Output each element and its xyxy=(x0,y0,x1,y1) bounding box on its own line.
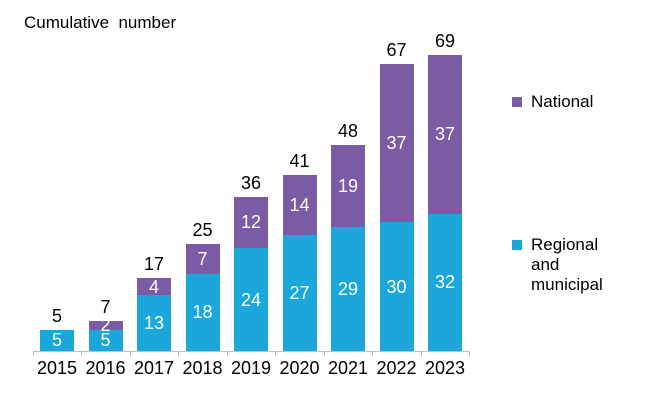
x-axis-label-2019: 2019 xyxy=(230,358,272,378)
bar-value-national: 19 xyxy=(337,175,359,196)
bar-segment-regional: 27 xyxy=(282,235,317,351)
legend-swatch-national-icon xyxy=(512,97,522,107)
bar-2019: 36 12 24 xyxy=(234,173,268,351)
bar-value-national: 2 xyxy=(100,315,111,336)
bar-segment-national: 37 xyxy=(379,63,414,223)
total-label-2016: 7 xyxy=(100,296,111,317)
total-label-2022: 67 xyxy=(386,39,407,60)
bar-value-regional: 5 xyxy=(51,330,62,351)
x-axis-tick xyxy=(372,351,374,356)
bar-value-regional: 29 xyxy=(337,278,359,299)
bar-value-regional: 5 xyxy=(100,330,111,351)
x-axis-tick xyxy=(275,351,277,356)
bar-value-regional: 32 xyxy=(434,272,456,293)
bar-value-national: 7 xyxy=(197,248,208,269)
x-axis-line xyxy=(32,351,470,352)
x-axis-tick xyxy=(81,351,83,356)
bar-value-regional: 30 xyxy=(386,276,407,297)
bar-segment-regional: 30 xyxy=(379,222,414,351)
bar-segment-national: 2 xyxy=(88,316,123,334)
x-axis-label-2016: 2016 xyxy=(85,358,126,378)
bar-2021: 48 19 29 xyxy=(331,121,365,351)
bar-segment-national: 19 xyxy=(331,145,365,227)
x-axis-tick xyxy=(129,351,131,356)
x-axis-label-2020: 2020 xyxy=(279,358,320,378)
bar-value-regional: 18 xyxy=(192,302,213,323)
bar-value-regional: 24 xyxy=(240,289,262,310)
bar-value-national: 4 xyxy=(148,276,159,297)
total-label-2021: 48 xyxy=(337,121,359,142)
legend-label-national: National xyxy=(531,92,594,111)
bar-2022: 67 37 30 xyxy=(379,40,414,351)
bar-segment-regional: 5 xyxy=(88,329,123,351)
bar-segment-national: 14 xyxy=(282,175,317,236)
x-axis-label-2023: 2023 xyxy=(424,358,466,378)
bar-segment-regional: 13 xyxy=(137,295,171,351)
total-label-2018: 25 xyxy=(192,219,213,240)
bar-value-regional: 27 xyxy=(289,283,310,304)
legend-label-regional: Regional and municipal xyxy=(531,235,603,294)
total-label-2015: 5 xyxy=(51,305,62,326)
bar-2018: 25 7 18 xyxy=(185,220,220,351)
bar-value-regional: 13 xyxy=(143,313,165,334)
bar-2020: 41 14 27 xyxy=(282,151,317,351)
bar-value-national: 37 xyxy=(434,124,456,145)
bar-segment-regional: 5 xyxy=(40,329,74,351)
x-axis-label-2017: 2017 xyxy=(133,358,175,378)
bar-segment-national: 12 xyxy=(234,196,268,249)
bar-segment-national: 7 xyxy=(185,243,220,274)
total-label-2017: 17 xyxy=(143,254,165,275)
x-axis-label-2022: 2022 xyxy=(376,358,417,378)
x-axis-tick xyxy=(32,351,34,356)
x-axis-tick xyxy=(469,351,471,356)
bar-value-national: 12 xyxy=(240,212,262,233)
x-axis-label-2015: 2015 xyxy=(36,358,78,378)
x-axis-label-2021: 2021 xyxy=(327,358,369,378)
bar-2017: 17 4 13 xyxy=(137,254,171,351)
chart-title: Cumulative number xyxy=(24,13,177,32)
bar-segment-national: 4 xyxy=(137,276,171,297)
x-axis-tick xyxy=(226,351,228,356)
bar-segment-regional: 29 xyxy=(331,226,365,351)
bar-2023: 69 37 32 xyxy=(428,31,462,351)
x-axis-tick xyxy=(178,351,180,356)
total-label-2023: 69 xyxy=(434,31,456,51)
bar-segment-regional: 32 xyxy=(428,213,462,351)
bar-value-national: 14 xyxy=(289,195,310,216)
bar-segment-national: 37 xyxy=(428,55,462,214)
x-axis-tick xyxy=(323,351,325,356)
x-axis-tick xyxy=(420,351,422,356)
bar-segment-regional: 18 xyxy=(185,273,220,351)
total-label-2019: 36 xyxy=(240,172,262,193)
bar-value-national: 37 xyxy=(386,132,407,153)
legend-swatch-regional-icon xyxy=(512,240,522,250)
legend-item-regional: Regional and municipal xyxy=(512,235,603,295)
legend-item-national: National xyxy=(512,92,593,112)
bar-segment-regional: 24 xyxy=(234,248,268,351)
total-label-2020: 41 xyxy=(289,151,310,172)
x-axis-label-2018: 2018 xyxy=(182,358,223,378)
